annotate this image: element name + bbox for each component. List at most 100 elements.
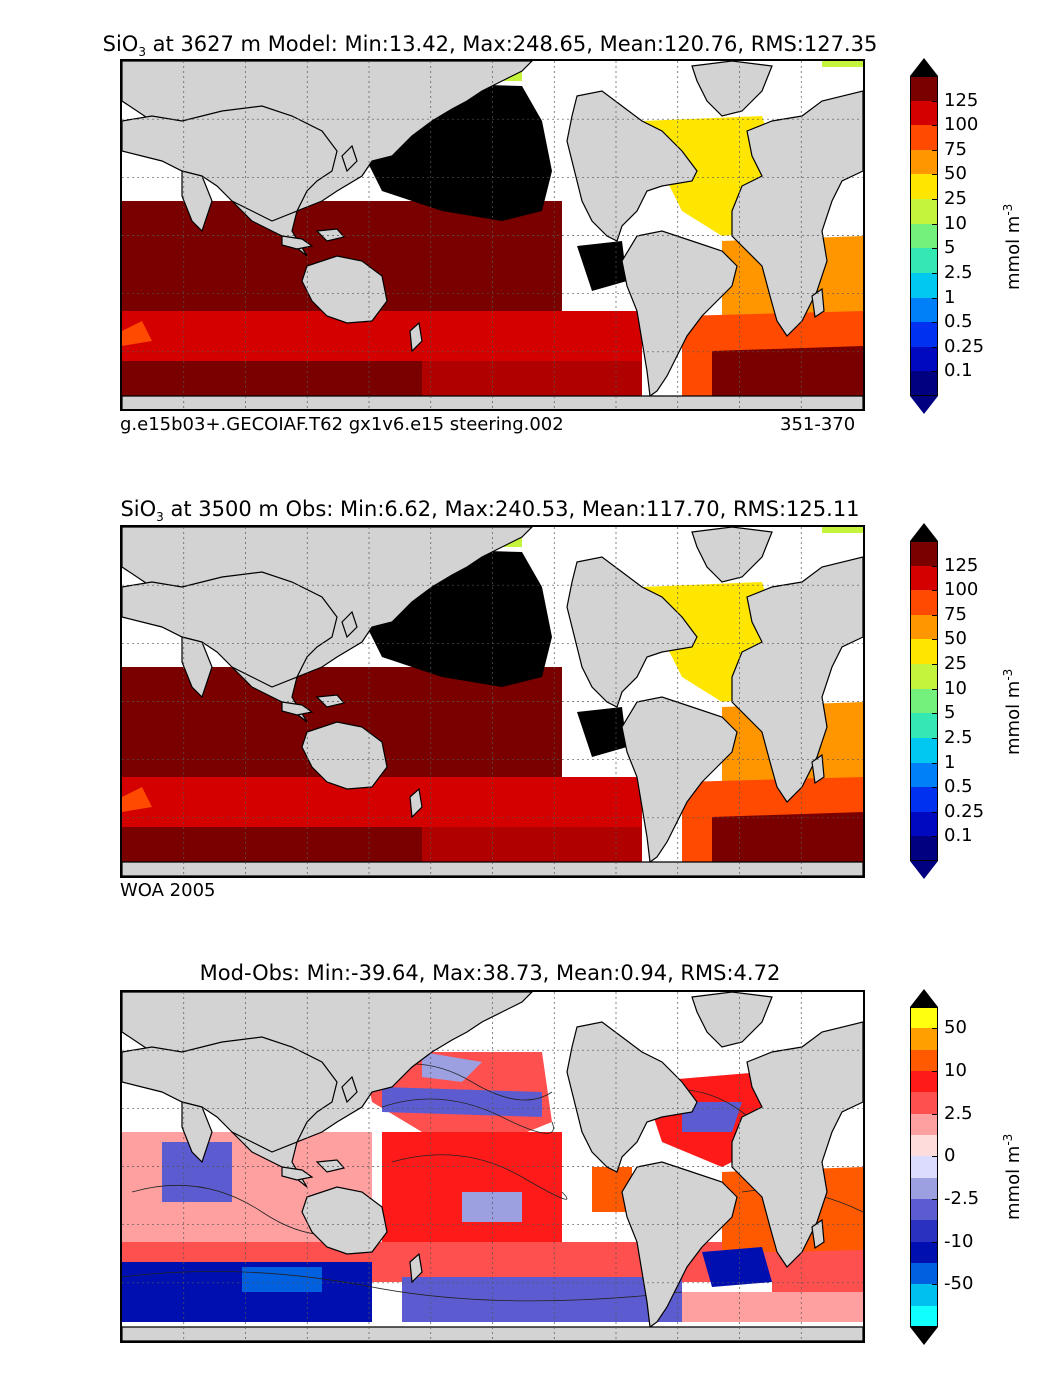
colorbar-tick-label: 0.1	[944, 360, 973, 382]
land-mass	[691, 992, 773, 1048]
ocean-field-region	[122, 201, 562, 311]
land-mass	[691, 527, 773, 583]
colorbar-over-arrow	[910, 58, 938, 76]
colorbar-segment	[910, 248, 938, 274]
land-mass	[122, 1036, 338, 1153]
colorbar-tick-mark	[932, 762, 938, 764]
unit-1-sup: -3	[1001, 203, 1015, 216]
ocean-field-region	[822, 527, 863, 533]
colorbar-tick-mark	[932, 297, 938, 299]
unit-3-text: mmol m	[1003, 1145, 1024, 1220]
panel-2-map	[120, 525, 865, 878]
panel-3-colorbar-unit: mmol m-3	[1001, 1134, 1024, 1220]
colorbar-segment	[910, 223, 938, 249]
colorbar-tick-label: 10	[944, 1060, 967, 1081]
ocean-field-region	[122, 321, 152, 346]
colorbar-tick-mark	[932, 100, 938, 102]
land-mass	[122, 571, 338, 688]
colorbar-tick-label: 0.25	[944, 800, 985, 822]
land-mass	[566, 90, 698, 242]
contour-line	[122, 1270, 683, 1302]
land-mass	[566, 556, 698, 708]
ocean-field-region	[577, 241, 627, 291]
ocean-field-region	[702, 1247, 772, 1287]
ocean-field-region	[122, 787, 152, 812]
land-mass	[811, 753, 825, 785]
title-1-rest: at 3627 m Model: Min:13.42, Max:248.65, …	[145, 32, 878, 56]
colorbar-tick-mark	[932, 1284, 938, 1286]
ocean-field-region	[122, 667, 562, 777]
land-mass	[621, 230, 738, 398]
land-mass	[122, 105, 338, 222]
unit-1-text: mmol m	[1003, 215, 1024, 290]
colorbar-frame	[910, 541, 938, 861]
land-mass	[181, 170, 213, 233]
colorbar-tick-mark	[932, 125, 938, 127]
colorbar-tick-mark	[932, 639, 938, 641]
colorbar-tick-label: 50	[944, 1017, 967, 1039]
land-mass	[731, 90, 863, 337]
colorbar-tick-label: 2.5	[944, 1102, 973, 1124]
colorbar-tick-mark	[932, 614, 938, 616]
colorbar-tick-label: 50	[944, 163, 967, 185]
land-mass	[341, 1075, 358, 1104]
ocean-field-region	[162, 1142, 232, 1202]
colorbar-tick-mark	[932, 590, 938, 592]
contour-line	[391, 1154, 568, 1200]
colorbar-tick-mark	[932, 346, 938, 348]
unit-2-text: mmol m	[1003, 680, 1024, 755]
colorbar-tick-mark	[932, 199, 938, 201]
colorbar-tick-mark	[932, 713, 938, 715]
panel-3-map	[120, 990, 865, 1343]
colorbar-tick-mark	[932, 248, 938, 250]
unit-2-sup: -3	[1001, 668, 1015, 681]
colorbar-frame	[910, 76, 938, 396]
land-mass	[409, 1252, 423, 1284]
colorbar-tick-mark	[932, 811, 938, 813]
ocean-field-region	[122, 827, 422, 862]
world-map-svg	[122, 992, 863, 1341]
colorbar-tick-label: 10	[944, 212, 967, 234]
ocean-field-region	[402, 1277, 682, 1322]
land-mass	[341, 144, 358, 173]
colorbar-tick-label: 0.5	[944, 311, 973, 333]
land-mass	[566, 1021, 698, 1173]
ocean-field-region	[422, 361, 642, 396]
panel-1-title: SiO3 at 3627 m Model: Min:13.42, Max:248…	[30, 32, 950, 59]
colorbar-tick-mark	[932, 223, 938, 225]
ocean-field-region	[382, 1087, 542, 1117]
colorbar-tick-mark	[932, 322, 938, 324]
colorbar-tick-mark	[932, 1071, 938, 1072]
colorbar-tick-mark	[932, 1113, 938, 1115]
panel-1-colorbar-unit: mmol m-3	[1001, 204, 1024, 290]
land-mass	[301, 255, 388, 324]
title-1-prefix: SiO	[102, 32, 139, 56]
world-map-svg	[122, 527, 863, 876]
title-1-sub: 3	[138, 45, 146, 60]
panel-1-colorbar: 125 100 75 50 25 10 5 2.5 1 0.5 0.25 0.1	[910, 58, 984, 414]
colorbar-tick-label: 0.5	[944, 776, 973, 798]
ocean-field-region	[682, 1292, 863, 1322]
colorbar-tick-label: -2.5	[944, 1188, 980, 1209]
colorbar-tick-mark	[932, 688, 938, 690]
colorbar-frame	[910, 1007, 938, 1327]
ocean-field-region	[682, 1102, 742, 1132]
ocean-field-region	[592, 1167, 632, 1212]
title-2-rest: at 3500 m Obs: Min:6.62, Max:240.53, Mea…	[163, 497, 860, 521]
colorbar-tick-label: 5	[944, 237, 956, 259]
ocean-field-region	[422, 1052, 482, 1082]
panel-1-map	[120, 59, 865, 411]
colorbar-tick-label: 25	[944, 188, 967, 210]
colorbar-tick-mark	[932, 1199, 938, 1200]
panel-2-colorbar-unit: mmol m-3	[1001, 669, 1024, 755]
world-map-svg	[122, 61, 863, 409]
land-mass	[315, 694, 346, 708]
colorbar-tick-label: -10	[944, 1230, 974, 1252]
ocean-field-region	[422, 827, 642, 862]
land-mass	[811, 1218, 825, 1250]
ocean-field-region	[712, 346, 863, 396]
colorbar-tick-mark	[932, 149, 938, 151]
ocean-field-region	[462, 1192, 522, 1222]
colorbar-tick-label: 50	[944, 628, 967, 650]
colorbar-tick-mark	[932, 737, 938, 739]
